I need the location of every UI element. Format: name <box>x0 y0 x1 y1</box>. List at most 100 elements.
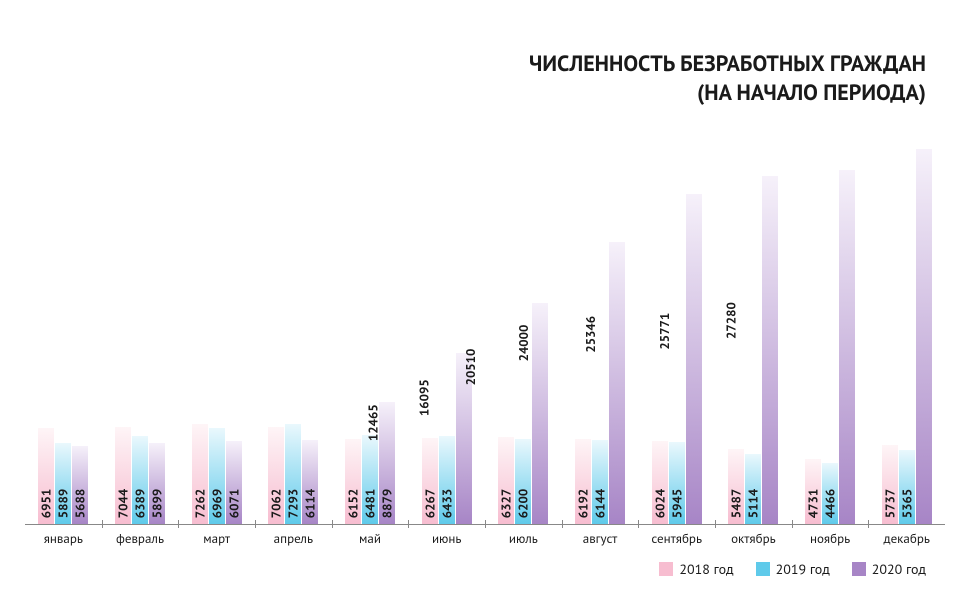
bar-value-label: 6327 <box>498 489 515 518</box>
legend-label-2020: 2020 год <box>872 560 926 578</box>
axis-tick <box>868 520 869 528</box>
title-line-1: ЧИСЛЕННОСТЬ БЕЗРАБОТНЫХ ГРАЖДАН <box>529 50 926 79</box>
bar-cluster: 615264818879 <box>332 140 409 524</box>
month-label: февраль <box>116 530 164 547</box>
bar: 20510 <box>609 242 625 524</box>
month-label: июль <box>509 530 538 547</box>
month-group: 704463895899февраль <box>102 140 179 524</box>
legend-item-2018: 2018 год <box>659 560 733 578</box>
bar: 6969 <box>209 428 225 524</box>
bar-value-label: 5365 <box>898 489 915 518</box>
axis-tick <box>178 520 179 528</box>
month-label: август <box>583 530 618 547</box>
month-label: май <box>359 530 381 547</box>
month-label: октябрь <box>731 530 776 547</box>
axis-tick <box>255 520 256 528</box>
bar: 7062 <box>268 427 284 524</box>
bar-value-label: 5487 <box>728 489 745 518</box>
bar: 6200 <box>515 439 531 524</box>
month-group: 5737536527280декабрь <box>868 140 945 524</box>
bar-value-label: 6200 <box>515 489 532 518</box>
bar-cluster: 706272936114 <box>255 140 332 524</box>
month-label: июнь <box>432 530 462 547</box>
axis-tick <box>408 520 409 528</box>
month-label: декабрь <box>884 530 930 547</box>
month-group: 726269696071март <box>178 140 255 524</box>
bar: 6327 <box>498 437 514 524</box>
bar: 6144 <box>592 440 608 524</box>
bar-value-label: 6969 <box>208 489 225 518</box>
axis-tick <box>485 520 486 528</box>
month-group: 706272936114апрель <box>255 140 332 524</box>
bar-value-label: 6433 <box>438 489 455 518</box>
bar: 25771 <box>839 170 855 524</box>
bar-cluster: 726269696071 <box>178 140 255 524</box>
bar: 6951 <box>38 428 54 524</box>
axis-tick <box>638 520 639 528</box>
bar: 6389 <box>132 436 148 524</box>
bar-value-label: 5114 <box>745 489 762 518</box>
bar-chart: 695158895688январь704463895899февраль726… <box>25 140 945 525</box>
bar-value-label: 27280 <box>722 302 966 339</box>
month-group: 6267643312465июнь <box>408 140 485 524</box>
bar-cluster: 5737536527280 <box>868 140 945 524</box>
bar-value-label: 6389 <box>132 489 149 518</box>
bar-value-label: 8879 <box>379 489 396 518</box>
bar: 6481 <box>362 435 378 524</box>
bar-value-label: 5899 <box>149 489 166 518</box>
axis-tick <box>562 520 563 528</box>
legend: 2018 год 2019 год 2020 год <box>659 560 926 578</box>
bar: 5945 <box>669 442 685 524</box>
bar: 6433 <box>439 436 455 524</box>
axis-tick <box>102 520 103 528</box>
month-label: ноябрь <box>810 530 850 547</box>
bar-value-label: 6114 <box>302 489 319 518</box>
month-label: апрель <box>274 530 313 547</box>
month-label: март <box>203 530 230 547</box>
bar-value-label: 7062 <box>268 489 285 518</box>
bar-value-label: 4731 <box>805 489 822 518</box>
month-group: 615264818879май <box>332 140 409 524</box>
bar-value-label: 5945 <box>668 489 685 518</box>
bar-cluster: 6267643312465 <box>408 140 485 524</box>
axis-tick <box>715 520 716 528</box>
bar-value-label: 5889 <box>55 489 72 518</box>
bar-value-label: 6024 <box>651 489 668 518</box>
bar-cluster: 695158895688 <box>25 140 102 524</box>
bar: 6192 <box>575 439 591 524</box>
legend-item-2019: 2019 год <box>756 560 830 578</box>
bar: 6267 <box>422 438 438 524</box>
title-line-2: (НА НАЧАЛО ПЕРИОДА) <box>529 79 926 108</box>
bar: 6114 <box>302 440 318 524</box>
bar: 6152 <box>345 439 361 524</box>
bar-value-label: 5688 <box>72 489 89 518</box>
bar: 5688 <box>72 446 88 524</box>
swatch-2019 <box>756 562 770 576</box>
month-label: сентябрь <box>651 530 702 547</box>
bar: 25346 <box>762 176 778 525</box>
bar-value-label: 7044 <box>115 489 132 518</box>
bar: 4731 <box>805 459 821 524</box>
bar: 7044 <box>115 427 131 524</box>
month-group: 695158895688январь <box>25 140 102 524</box>
bar-value-label: 6192 <box>575 489 592 518</box>
legend-label-2019: 2019 год <box>776 560 830 578</box>
bar: 27280 <box>916 149 932 524</box>
bar-value-label: 7293 <box>285 489 302 518</box>
bar-value-label: 6144 <box>592 489 609 518</box>
month-label: январь <box>44 530 83 547</box>
bar: 7262 <box>192 424 208 524</box>
bar: 6071 <box>226 441 242 524</box>
bar: 5899 <box>149 443 165 524</box>
swatch-2018 <box>659 562 673 576</box>
legend-item-2020: 2020 год <box>852 560 926 578</box>
bar: 5889 <box>55 443 71 524</box>
bar-cluster: 704463895899 <box>102 140 179 524</box>
axis-tick <box>332 520 333 528</box>
bar: 5114 <box>745 454 761 524</box>
bar: 24000 <box>686 194 702 524</box>
bar-value-label: 5737 <box>881 489 898 518</box>
bar-value-label: 6267 <box>421 489 438 518</box>
axis-tick <box>792 520 793 528</box>
bar: 4466 <box>822 463 838 524</box>
